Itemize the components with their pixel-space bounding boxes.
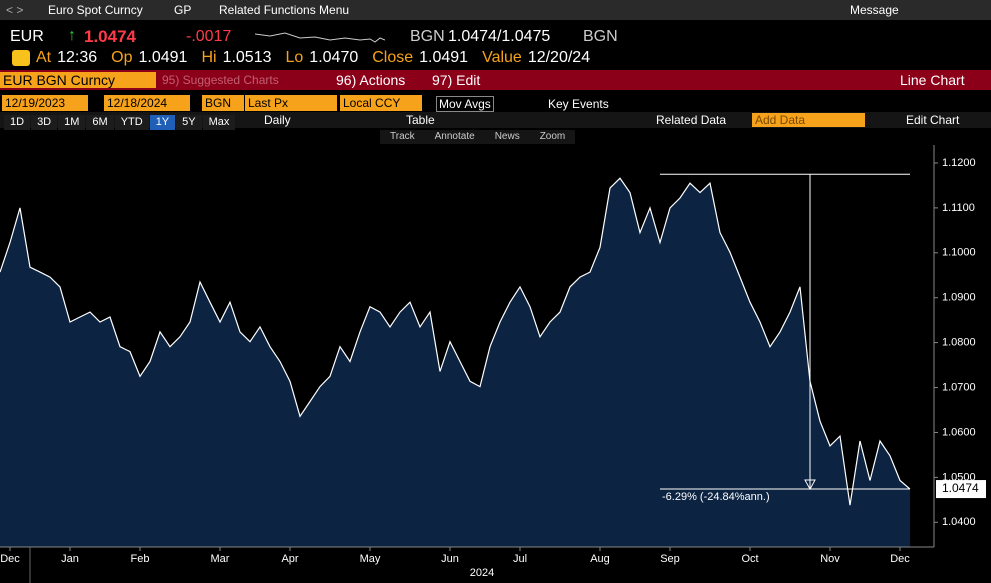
nav-message[interactable]: Message <box>850 3 899 17</box>
y-tick-label: 1.1200 <box>942 157 976 169</box>
price-field[interactable]: Last Px <box>245 95 337 111</box>
nav-gp[interactable]: GP <box>174 3 192 17</box>
x-tick-label: Nov <box>820 553 840 565</box>
y-tick-label: 1.1000 <box>942 247 976 259</box>
x-tick-label: Aug <box>590 553 610 565</box>
tool-button[interactable]: Zoom <box>539 131 566 142</box>
period-button[interactable]: 6M <box>86 115 114 130</box>
add-data[interactable]: Add Data <box>752 113 865 127</box>
ccy-field[interactable]: Local CCY <box>340 95 422 111</box>
quote-change: -.0017 <box>186 28 232 45</box>
y-tick-label: 1.0900 <box>942 292 976 304</box>
bar-edit[interactable]: 97) Edit <box>432 72 481 88</box>
quote-bid-ask: 1.0474/1.0475 <box>448 28 551 45</box>
x-tick-label: Oct <box>741 553 758 565</box>
y-tick-label: 1.0400 <box>942 516 976 528</box>
quote-last: 1.0474 <box>84 27 136 46</box>
table-button[interactable]: Table <box>406 113 435 127</box>
key-events[interactable]: Key Events <box>548 97 609 111</box>
period-button[interactable]: Max <box>202 115 236 130</box>
related-data[interactable]: Related Data <box>656 113 727 127</box>
frequency[interactable]: Daily <box>264 113 291 127</box>
bar-actions[interactable]: 96) Actions <box>336 72 406 88</box>
nav-menu[interactable]: Related Functions Menu <box>219 3 350 17</box>
chart-tools: Track Annotate News Zoom <box>380 130 576 144</box>
y-tick-label: 1.0600 <box>942 426 976 438</box>
stat-value: 12/20/24 <box>527 49 591 66</box>
x-tick-label: Feb <box>131 553 150 565</box>
stat-label: Close <box>372 49 414 66</box>
bar-suggested[interactable]: 95) Suggested Charts <box>162 73 279 87</box>
x-axis-label: 2024 <box>470 567 494 579</box>
nav-arrows[interactable]: < > <box>6 3 24 17</box>
stat-value: 1.0491 <box>138 49 188 66</box>
up-arrow: ↑ <box>68 27 76 44</box>
currency-field[interactable]: BGN <box>202 95 244 111</box>
last-price-box <box>936 480 986 499</box>
x-tick-label: May <box>360 553 381 565</box>
stat-label: At <box>36 49 52 66</box>
period-button[interactable]: 3D <box>31 115 58 130</box>
mov-avgs[interactable]: Mov Avgs <box>436 96 494 112</box>
y-tick-label: 1.0800 <box>942 337 976 349</box>
sparkline <box>255 32 385 43</box>
y-tick-label: 1.1100 <box>942 202 975 214</box>
stat-value: 1.0491 <box>419 49 469 66</box>
x-tick-label: Mar <box>211 553 230 565</box>
x-tick-label: Sep <box>660 553 680 565</box>
bar-chart-type: Line Chart <box>900 72 965 88</box>
tool-button[interactable]: News <box>494 131 520 142</box>
period-button[interactable]: 1M <box>58 115 86 130</box>
tool-button[interactable]: Annotate <box>434 131 475 142</box>
stat-label: Value <box>482 49 522 66</box>
end-date[interactable]: 12/18/2024 <box>104 95 190 111</box>
quote-currency: BGN <box>410 28 445 45</box>
toolbar: 1D 3D 1M 6M YTD 1Y 5Y Max Daily Table Related D… <box>0 112 991 130</box>
area <box>0 178 910 547</box>
stats-icon <box>12 50 30 66</box>
period-button[interactable]: YTD <box>114 115 149 130</box>
start-date[interactable]: 12/19/2023 <box>2 95 88 111</box>
edit-chart[interactable]: Edit Chart <box>906 113 960 127</box>
quote-ticker: EUR <box>10 28 44 45</box>
period-button[interactable]: 1Y <box>149 115 176 130</box>
bar-security[interactable]: EUR BGN Curncy <box>0 72 156 88</box>
stat-label: Hi <box>201 49 217 66</box>
x-tick-label: Dec <box>890 553 910 565</box>
stat-label: Lo <box>285 49 304 66</box>
x-tick-label: Jul <box>513 553 527 565</box>
quote-currency-2: BGN <box>583 28 618 45</box>
period-button[interactable]: 1D <box>4 115 31 130</box>
annotation-text: -6.29% (-24.84%ann.) <box>662 491 770 503</box>
stat-value: 1.0470 <box>309 49 359 66</box>
arrow-head <box>804 479 816 491</box>
x-tick-label: Apr <box>281 553 298 565</box>
function-bar: EUR BGN Curncy 95) Suggested Charts 96) … <box>0 70 991 90</box>
x-tick-label: Jan <box>61 553 79 565</box>
x-tick-label: Jun <box>441 553 459 565</box>
nav-security[interactable]: Euro Spot Curncy <box>48 3 143 17</box>
stat-value: 12:36 <box>57 49 98 66</box>
y-tick-label: 1.0700 <box>942 381 976 393</box>
x-tick-label: Dec <box>0 553 20 565</box>
stat-value: 1.0513 <box>222 49 272 66</box>
nav-bar: < > Euro Spot Curncy GP Related Function… <box>0 0 991 20</box>
period-button[interactable]: 5Y <box>176 115 202 130</box>
stats-row: At 12:36 Op 1.0491 Hi 1.0513 Lo 1.0470 Close 1.04… <box>36 49 604 67</box>
last-price-label: 1.0474 <box>942 481 979 495</box>
tool-button[interactable]: Track <box>390 131 415 142</box>
stat-label: Op <box>111 49 133 66</box>
line <box>0 177 911 506</box>
